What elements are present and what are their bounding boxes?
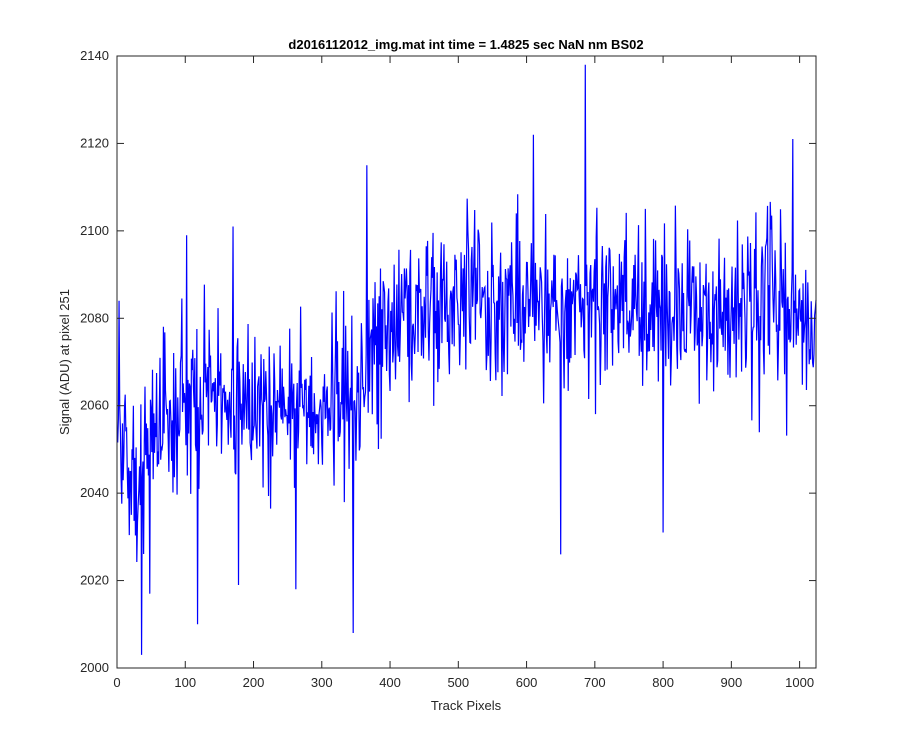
chart-title: d2016112012_img.mat int time = 1.4825 se… bbox=[288, 37, 643, 52]
x-tick-label: 800 bbox=[652, 675, 674, 690]
y-tick-label: 2060 bbox=[80, 398, 109, 413]
y-tick-label: 2100 bbox=[80, 223, 109, 238]
x-tick-label: 400 bbox=[379, 675, 401, 690]
signal-series-line bbox=[117, 64, 817, 655]
x-tick-label: 300 bbox=[311, 675, 333, 690]
x-tick-label: 1000 bbox=[785, 675, 814, 690]
y-tick-label: 2120 bbox=[80, 135, 109, 150]
x-tick-label: 700 bbox=[584, 675, 606, 690]
x-tick-label: 500 bbox=[447, 675, 469, 690]
y-tick-label: 2080 bbox=[80, 310, 109, 325]
x-tick-label: 200 bbox=[243, 675, 265, 690]
y-tick-label: 2020 bbox=[80, 573, 109, 588]
x-tick-label: 0 bbox=[113, 675, 120, 690]
x-tick-label: 100 bbox=[174, 675, 196, 690]
x-tick-label: 600 bbox=[516, 675, 538, 690]
plot-frame bbox=[116, 55, 817, 669]
x-axis-title: Track Pixels bbox=[431, 698, 502, 713]
y-tick-label: 2040 bbox=[80, 485, 109, 500]
y-tick-label: 2000 bbox=[80, 660, 109, 675]
y-axis-title: Signal (ADU) at pixel 251 bbox=[57, 289, 72, 435]
y-tick-label: 2140 bbox=[80, 48, 109, 63]
x-tick-label: 900 bbox=[721, 675, 743, 690]
